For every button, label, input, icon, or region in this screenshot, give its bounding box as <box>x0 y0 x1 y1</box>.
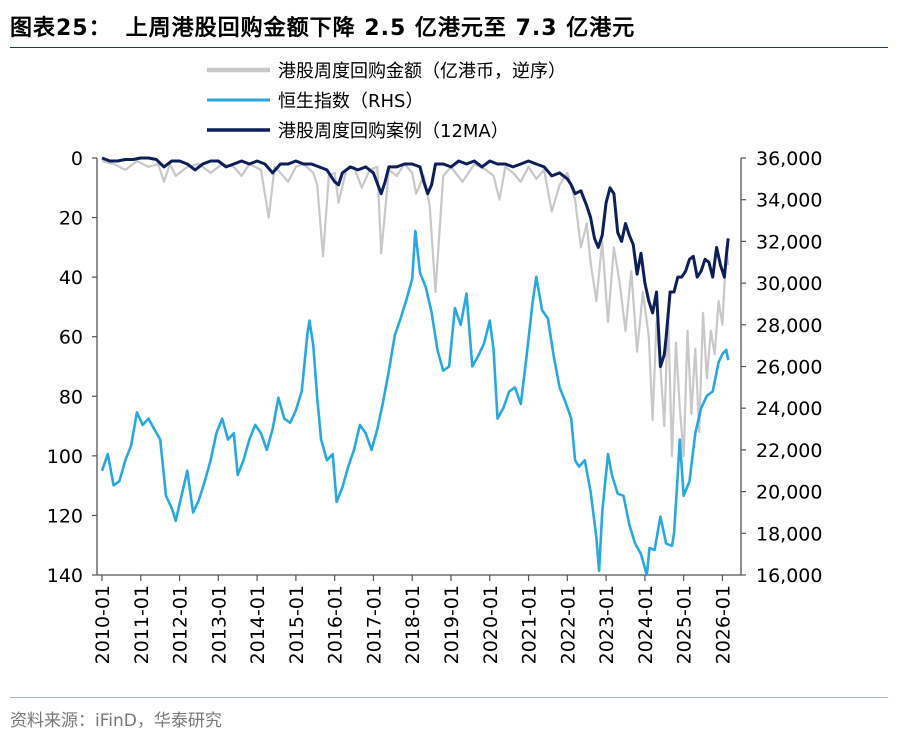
x-tick-label: 2017-01 <box>363 585 385 664</box>
right-tick-label: 28,000 <box>756 315 822 337</box>
x-tick-label: 2022-01 <box>557 585 579 664</box>
right-tick-label: 22,000 <box>756 440 822 462</box>
x-tick-label: 2010-01 <box>92 585 114 664</box>
right-tick-label: 34,000 <box>756 190 822 212</box>
x-tick-label: 2011-01 <box>131 585 153 664</box>
chart-title: 图表25： 上周港股回购金额下降 2.5 亿港元至 7.3 亿港元 <box>10 10 635 42</box>
left-tick-label: 120 <box>47 505 83 527</box>
right-tick-label: 18,000 <box>756 523 822 545</box>
series-buyback-amount-line <box>101 159 730 457</box>
x-tick-label: 2013-01 <box>208 585 230 664</box>
legend-label: 恒生指数（RHS） <box>278 91 423 112</box>
left-tick-label: 20 <box>59 208 83 230</box>
x-tick-label: 2020-01 <box>480 585 502 664</box>
left-tick-label: 80 <box>59 386 83 408</box>
x-tick-label: 2018-01 <box>402 585 424 664</box>
footer-rule <box>10 697 888 698</box>
x-tick-label: 2021-01 <box>519 585 541 664</box>
right-tick-label: 20,000 <box>756 482 822 504</box>
left-tick-label: 140 <box>47 565 83 587</box>
x-tick-label: 2023-01 <box>596 585 618 664</box>
left-tick-label: 100 <box>47 446 83 468</box>
x-tick-label: 2024-01 <box>635 585 657 664</box>
title-rule <box>10 47 888 48</box>
source-note: 资料来源：iFinD，华泰研究 <box>10 711 222 731</box>
x-tick-label: 2016-01 <box>325 585 347 664</box>
x-tick-label: 2019-01 <box>441 585 463 664</box>
series-buyback-cases-line <box>101 156 730 368</box>
left-tick-label: 60 <box>59 327 83 349</box>
right-tick-label: 16,000 <box>756 565 822 587</box>
legend-label: 港股周度回购案例（12MA） <box>278 121 509 142</box>
series-hang-seng-line <box>100 229 730 577</box>
x-tick-label: 2025-01 <box>674 585 696 664</box>
x-tick-label: 2015-01 <box>286 585 308 664</box>
x-tick-label: 2014-01 <box>247 585 269 664</box>
figure-number: 图表25： <box>10 16 112 41</box>
right-tick-label: 36,000 <box>756 148 822 170</box>
chart-svg: 0 20 40 60 80 100 120 140 36,000 34,000 32,000 30,0… <box>47 61 823 664</box>
legend-label: 港股周度回购金额（亿港币，逆序） <box>278 61 566 82</box>
figure-title: 上周港股回购金额下降 2.5 亿港元至 7.3 亿港元 <box>125 16 636 41</box>
left-tick-label: 40 <box>59 267 83 289</box>
right-tick-label: 26,000 <box>756 357 822 379</box>
right-tick-label: 24,000 <box>756 398 822 420</box>
right-tick-label: 30,000 <box>756 273 822 295</box>
left-tick-label: 0 <box>71 148 83 170</box>
x-tick-label: 2026-01 <box>712 585 734 664</box>
right-tick-label: 32,000 <box>756 231 822 253</box>
x-tick-label: 2012-01 <box>170 585 192 664</box>
